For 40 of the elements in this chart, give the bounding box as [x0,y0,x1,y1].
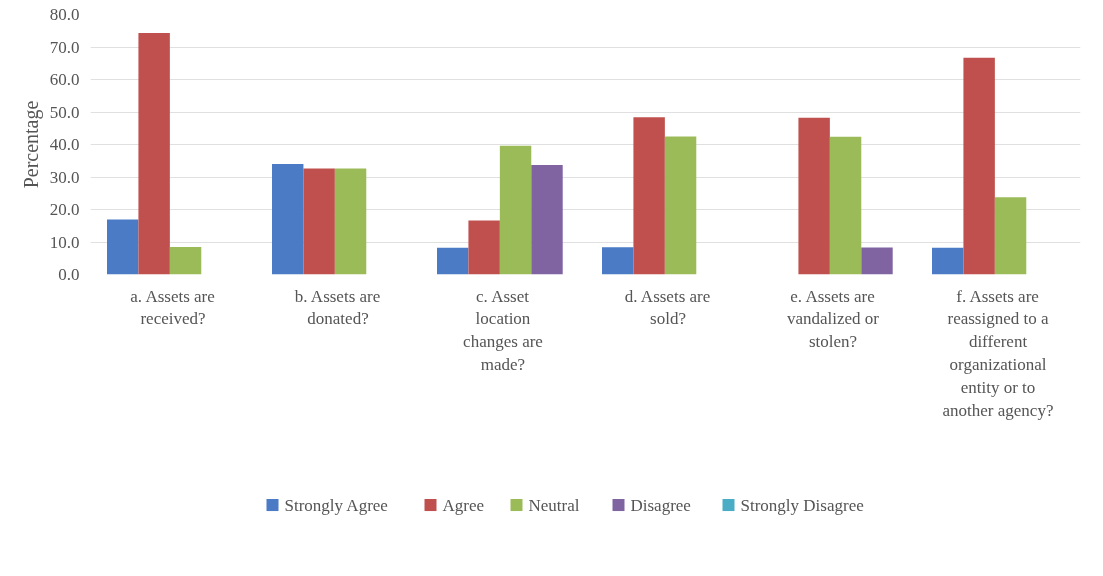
bar [468,220,500,275]
y-tick-label: 40.0 [49,135,80,154]
x-tick-label: c. Asset location changes are made? [463,286,543,374]
x-tick-label: d. Assets are sold? [624,286,711,329]
bar [169,246,202,275]
bar [107,219,139,275]
x-tick-label: b. Assets are donated? [294,286,381,329]
y-tick-label: 30.0 [49,167,80,187]
bar [932,247,964,275]
y-tick-label: 50.0 [49,102,80,122]
legend-label: Strongly Agree [284,495,388,515]
bar [531,164,563,275]
bar [963,57,995,275]
bar [829,136,862,275]
y-tick-label: 0.0 [58,265,80,284]
x-tick-label: e. Assets are vandalized or stolen? [786,286,880,352]
bar [602,247,634,275]
y-tick-label: 20.0 [49,200,80,219]
bar [303,168,335,275]
legend-label: Neutral [528,495,580,515]
y-tick-label: 10.0 [49,232,80,252]
bar [798,117,830,275]
y-tick-label: 60.0 [49,70,80,89]
bar [437,247,469,275]
bar [138,33,170,275]
y-tick-label: 70.0 [49,37,80,57]
bar [633,117,665,275]
y-axis-title: Percentage [19,100,43,189]
bar [499,145,532,275]
x-tick-label: f. Assets are reassigned to a different organizational entity or to another agency? [942,286,1054,420]
bar [334,168,367,275]
bar [994,197,1027,275]
x-tick-label: a. Assets are received? [130,286,215,329]
bar [861,247,893,275]
bar [664,136,697,275]
bar [272,164,304,275]
legend-label: Agree [442,495,485,515]
legend-label: Strongly Disagree [740,495,864,515]
y-tick-label: 80.0 [49,5,80,24]
legend-label: Disagree [630,495,691,515]
